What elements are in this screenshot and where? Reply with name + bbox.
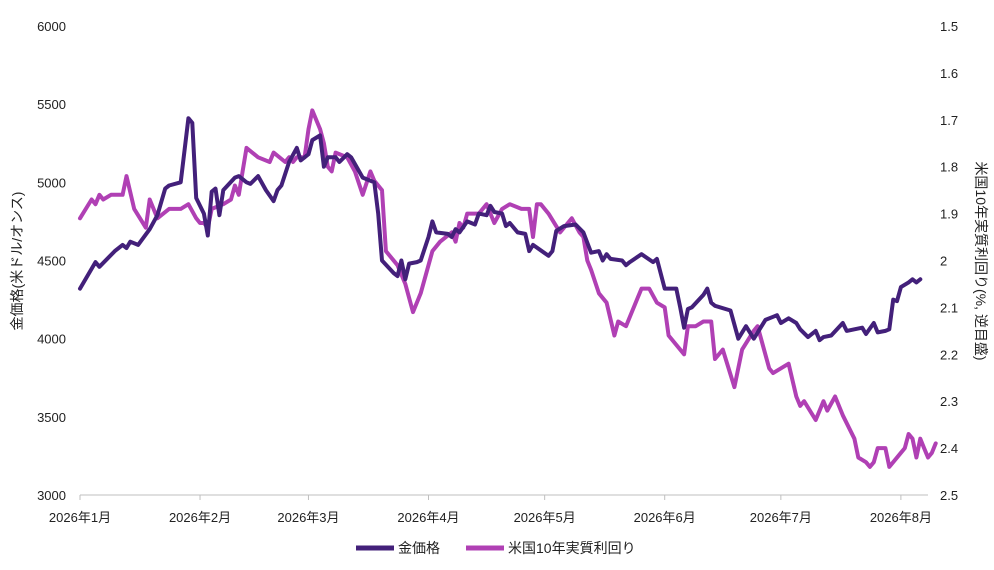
x-tick-label-6: 2026年7月 — [750, 510, 812, 525]
y-tick-label-1: 3500 — [37, 410, 66, 425]
x-tick-label-2: 2026年3月 — [277, 510, 339, 525]
left-y-axis-ticks: 3000 3500 4000 4500 5000 5500 6000 — [37, 19, 66, 503]
y-tick-label-2: 4000 — [37, 332, 66, 347]
y2-tick-label-6: 2.1 — [940, 300, 958, 315]
y-tick-label-4: 5000 — [37, 175, 66, 190]
x-tick-label-7: 2026年8月 — [870, 510, 932, 525]
series-lines — [78, 108, 938, 469]
y2-tick-label-5: 2 — [940, 254, 947, 269]
right-y-axis-title: 米国10年実質利回り(%, 逆目盛) — [973, 161, 989, 360]
x-tick-label-4: 2026年5月 — [514, 510, 576, 525]
right-y-axis-ticks: 1.5 1.6 1.7 1.8 1.9 2 2.1 2.2 2.3 2.4 2.5 — [940, 19, 958, 503]
y-tick-label-5: 5500 — [37, 97, 66, 112]
legend-item-gold: 金価格 — [356, 540, 440, 556]
series-line-0 — [78, 116, 923, 343]
x-tick-label-3: 2026年4月 — [397, 510, 459, 525]
x-axis-ticks: 2026年1月 2026年2月 2026年3月 2026年4月 2026年5月 2026年… — [49, 495, 932, 525]
y-tick-label-0: 3000 — [37, 488, 66, 503]
y-tick-label-3: 4500 — [37, 254, 66, 269]
x-tick-label-1: 2026年2月 — [169, 510, 231, 525]
y2-tick-label-2: 1.7 — [940, 113, 958, 128]
y2-tick-label-10: 2.5 — [940, 488, 958, 503]
x-tick-label-5: 2026年6月 — [634, 510, 696, 525]
legend-label-real-yield: 米国10年実質利回り — [508, 540, 636, 556]
y-tick-label-6: 6000 — [37, 19, 66, 34]
y2-tick-label-3: 1.8 — [940, 160, 958, 175]
y2-tick-label-4: 1.9 — [940, 207, 958, 222]
y2-tick-label-0: 1.5 — [940, 19, 958, 34]
y2-tick-label-1: 1.6 — [940, 66, 958, 81]
series-line-1 — [78, 108, 938, 469]
left-y-axis-title: 金価格(米ドル/オンス) — [9, 192, 25, 331]
y2-tick-label-8: 2.3 — [940, 394, 958, 409]
y2-tick-label-7: 2.2 — [940, 347, 958, 362]
legend-item-real-yield: 米国10年実質利回り — [466, 540, 636, 556]
legend-label-gold: 金価格 — [398, 540, 440, 556]
legend: 金価格 米国10年実質利回り — [356, 540, 636, 556]
y2-tick-label-9: 2.4 — [940, 441, 958, 456]
x-tick-label-0: 2026年1月 — [49, 510, 111, 525]
